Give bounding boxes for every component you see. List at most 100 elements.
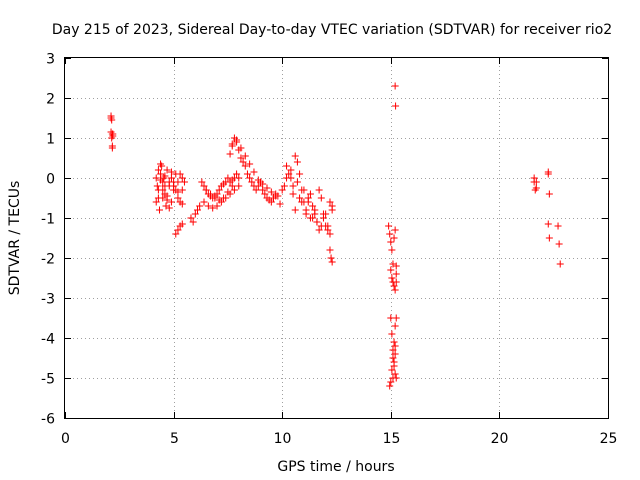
data-point: [392, 314, 400, 322]
data-point: [289, 190, 297, 198]
data-point: [196, 202, 204, 210]
data-point: [304, 198, 312, 206]
data-point: [157, 170, 165, 178]
data-point: [296, 194, 304, 202]
data-point: [254, 176, 262, 184]
data-point: [391, 350, 399, 358]
data-point: [202, 186, 210, 194]
data-point: [243, 170, 251, 178]
data-point: [235, 174, 243, 182]
data-point: [392, 278, 400, 286]
data-point: [322, 210, 330, 218]
x-tick-labels: 0 5 10 15 20 25: [61, 431, 617, 447]
data-point: [163, 196, 171, 204]
data-point: [159, 194, 167, 202]
y-tick-labels: -6 -5 -4 -3 -2 -1 0 1 2 3: [41, 52, 55, 428]
data-point: [193, 206, 201, 214]
data-point: [390, 282, 398, 290]
data-point: [170, 182, 178, 190]
y-tick-label: 1: [46, 132, 55, 148]
data-point: [291, 152, 299, 160]
data-point: [252, 186, 260, 194]
y-tick-label: 2: [46, 92, 55, 108]
data-point: [390, 234, 398, 242]
data-point: [544, 220, 552, 228]
data-point: [306, 190, 314, 198]
data-point: [289, 182, 297, 190]
y-axis-label: SDTVAR / TECUs: [7, 181, 23, 296]
data-point: [174, 226, 182, 234]
data-point: [167, 168, 175, 176]
data-point: [298, 198, 306, 206]
data-point: [241, 152, 249, 160]
data-point: [328, 202, 336, 210]
data-point: [328, 258, 336, 266]
data-point: [391, 322, 399, 330]
y-tick-label: -2: [41, 252, 55, 268]
data-point: [391, 286, 399, 294]
data-point: [287, 166, 295, 174]
data-point: [211, 194, 219, 202]
data-point: [230, 186, 238, 194]
data-point: [387, 238, 395, 246]
data-point: [250, 168, 258, 176]
data-point: [390, 338, 398, 346]
data-point: [276, 200, 284, 208]
data-point: [167, 174, 175, 182]
data-point: [278, 186, 286, 194]
data-point: [319, 214, 327, 222]
data-points: [107, 82, 564, 390]
data-point: [157, 160, 165, 168]
y-tick-label: -6: [41, 412, 55, 428]
data-point: [109, 130, 117, 138]
data-point: [224, 188, 232, 196]
data-point: [259, 180, 267, 188]
x-tick-label: 20: [491, 431, 509, 447]
data-point: [390, 362, 398, 370]
x-tick-label: 5: [170, 431, 179, 447]
data-point: [300, 186, 308, 194]
grid-lines: [65, 58, 608, 418]
plot-frame: [64, 57, 609, 419]
data-point: [213, 202, 221, 210]
data-point: [174, 194, 182, 202]
data-point: [226, 150, 234, 158]
data-point: [165, 204, 173, 212]
data-point: [161, 172, 169, 180]
data-point: [246, 160, 254, 168]
data-point: [391, 342, 399, 350]
data-point: [315, 186, 323, 194]
data-point: [248, 178, 256, 186]
data-point: [267, 188, 275, 196]
data-point: [283, 162, 291, 170]
data-point: [532, 178, 540, 186]
data-point: [389, 354, 397, 362]
data-point: [152, 198, 160, 206]
data-point: [228, 182, 236, 190]
data-point: [388, 330, 396, 338]
data-point: [556, 260, 564, 268]
data-point: [302, 210, 310, 218]
data-point: [544, 170, 552, 178]
data-point: [215, 186, 223, 194]
data-point: [174, 188, 182, 196]
data-point: [392, 270, 400, 278]
x-tick-label: 25: [600, 431, 618, 447]
data-point: [261, 190, 269, 198]
chart-title: Day 215 of 2023, Sidereal Day-to-day VTE…: [52, 22, 612, 38]
data-point: [254, 182, 262, 190]
data-point: [209, 204, 217, 212]
data-point: [235, 182, 243, 190]
data-point: [317, 222, 325, 230]
y-tick-label: -3: [41, 292, 55, 308]
data-point: [241, 162, 249, 170]
data-point: [187, 214, 195, 222]
data-point: [386, 382, 394, 390]
data-point: [178, 174, 186, 182]
data-point: [388, 366, 396, 374]
data-point: [108, 116, 116, 124]
data-point: [391, 370, 399, 378]
data-point: [263, 184, 271, 192]
data-point: [155, 206, 163, 214]
data-point: [532, 184, 540, 192]
